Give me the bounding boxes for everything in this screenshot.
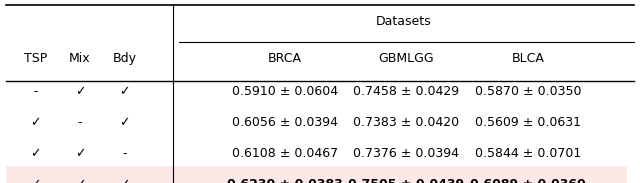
Text: TSP: TSP	[24, 52, 47, 65]
Text: -: -	[77, 116, 83, 129]
Text: Bdy: Bdy	[113, 52, 137, 65]
Text: 0.7376 ± 0.0394: 0.7376 ± 0.0394	[353, 147, 460, 160]
Text: BRCA: BRCA	[268, 52, 302, 65]
Text: Datasets: Datasets	[376, 15, 431, 29]
Text: ✓: ✓	[75, 178, 85, 183]
Text: 0.6056 ± 0.0394: 0.6056 ± 0.0394	[232, 116, 338, 129]
Text: 0.7458 ± 0.0429: 0.7458 ± 0.0429	[353, 85, 460, 98]
Text: -: -	[33, 85, 38, 98]
Text: ✓: ✓	[30, 116, 40, 129]
Text: ✓: ✓	[120, 116, 130, 129]
Text: Mix: Mix	[69, 52, 91, 65]
Text: 0.7505 ± 0.0439: 0.7505 ± 0.0439	[348, 178, 465, 183]
Text: 0.6089 ± 0.0360: 0.6089 ± 0.0360	[470, 178, 586, 183]
Text: ✓: ✓	[30, 147, 40, 160]
Text: 0.6230 ± 0.0383: 0.6230 ± 0.0383	[227, 178, 342, 183]
Text: 0.5609 ± 0.0631: 0.5609 ± 0.0631	[475, 116, 581, 129]
Text: ✓: ✓	[30, 178, 40, 183]
Text: 0.5910 ± 0.0604: 0.5910 ± 0.0604	[232, 85, 338, 98]
Bar	[6, 166, 627, 183]
Text: ✓: ✓	[120, 85, 130, 98]
Text: -: -	[122, 147, 127, 160]
Text: 0.5844 ± 0.0701: 0.5844 ± 0.0701	[475, 147, 581, 160]
Text: ✓: ✓	[75, 147, 85, 160]
Text: ✓: ✓	[75, 85, 85, 98]
Text: 0.7383 ± 0.0420: 0.7383 ± 0.0420	[353, 116, 460, 129]
Text: ✓: ✓	[120, 178, 130, 183]
Text: BLCA: BLCA	[511, 52, 545, 65]
Text: 0.6108 ± 0.0467: 0.6108 ± 0.0467	[232, 147, 338, 160]
Text: 0.5870 ± 0.0350: 0.5870 ± 0.0350	[475, 85, 581, 98]
Text: GBMLGG: GBMLGG	[379, 52, 434, 65]
